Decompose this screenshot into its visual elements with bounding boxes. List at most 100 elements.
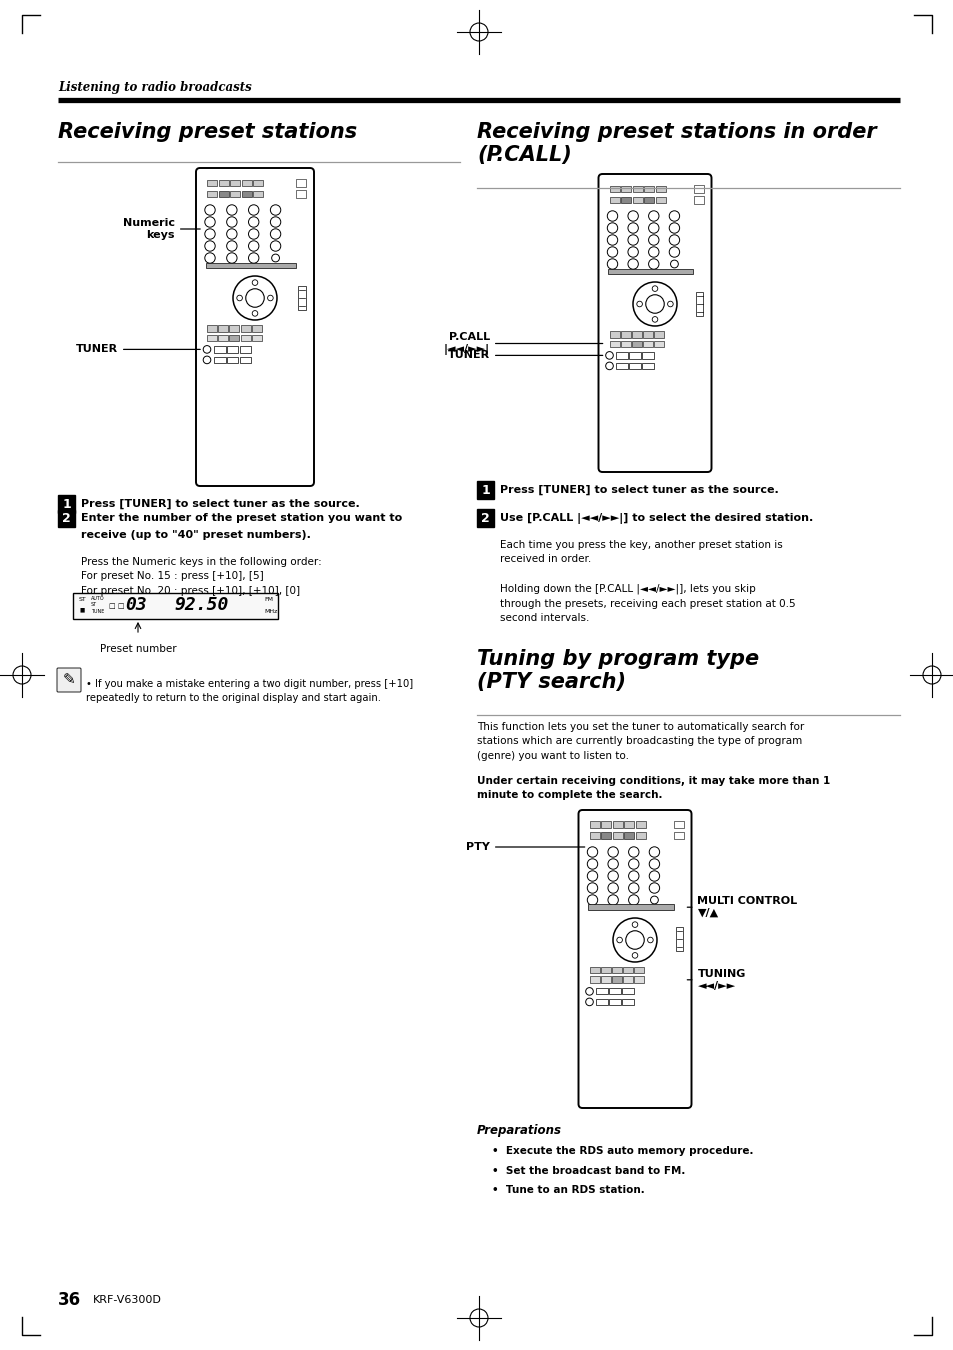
Bar [253, 180, 263, 186]
Circle shape [270, 240, 280, 251]
Text: AUTO: AUTO [91, 595, 105, 601]
Bar [622, 976, 633, 983]
Bar [252, 335, 261, 342]
Bar [230, 190, 240, 197]
Circle shape [650, 896, 658, 905]
Bar [632, 197, 641, 202]
Bar [642, 331, 653, 338]
Circle shape [649, 883, 659, 894]
Bar [673, 821, 682, 829]
Text: TUNING
◄◄/►►: TUNING ◄◄/►► [686, 969, 745, 991]
Bar [207, 180, 216, 186]
Bar [631, 340, 641, 347]
Text: P.CALL
|◄◄/►►|: P.CALL |◄◄/►►| [443, 332, 602, 355]
Circle shape [248, 205, 258, 215]
Bar [612, 833, 622, 838]
Bar [635, 833, 645, 838]
Bar [609, 340, 618, 347]
Text: Press the Numeric keys in the following order:
For preset No. 15 : press [+10], : Press the Numeric keys in the following … [81, 558, 321, 595]
Circle shape [627, 235, 638, 246]
Circle shape [205, 217, 215, 227]
Bar [241, 180, 252, 186]
Bar [207, 325, 216, 332]
Text: •  Tune to an RDS station.: • Tune to an RDS station. [492, 1185, 644, 1195]
Circle shape [645, 294, 663, 313]
Bar [616, 352, 627, 359]
Circle shape [246, 289, 264, 308]
Circle shape [227, 228, 236, 239]
Text: TUNE: TUNE [91, 609, 104, 614]
Bar [611, 976, 621, 983]
Circle shape [652, 317, 658, 323]
Circle shape [648, 259, 659, 269]
Text: Enter the number of the preset station you want to: Enter the number of the preset station y… [81, 513, 402, 524]
Circle shape [236, 296, 242, 301]
Circle shape [628, 846, 639, 857]
Circle shape [667, 301, 673, 306]
Text: 1: 1 [62, 498, 71, 510]
FancyBboxPatch shape [57, 668, 81, 693]
Bar [218, 325, 228, 332]
Circle shape [627, 247, 638, 258]
Bar [622, 967, 633, 973]
Circle shape [607, 211, 617, 221]
Text: This function lets you set the tuner to automatically search for
stations which : This function lets you set the tuner to … [476, 722, 803, 761]
Bar [58, 495, 75, 513]
Bar [609, 331, 618, 338]
Text: ST: ST [91, 602, 97, 608]
Circle shape [652, 286, 658, 292]
Circle shape [668, 235, 679, 246]
Circle shape [248, 252, 258, 263]
Bar [227, 347, 238, 352]
Circle shape [627, 211, 638, 221]
Text: 36: 36 [58, 1291, 81, 1310]
Circle shape [607, 859, 618, 869]
Bar [622, 999, 634, 1004]
Text: Press [TUNER] to select tuner as the source.: Press [TUNER] to select tuner as the sou… [499, 485, 778, 495]
Circle shape [632, 953, 638, 958]
Circle shape [227, 240, 236, 251]
Circle shape [632, 922, 638, 927]
Circle shape [613, 918, 657, 963]
Circle shape [648, 223, 659, 234]
Bar [620, 197, 630, 202]
Circle shape [227, 217, 236, 227]
Circle shape [607, 259, 617, 269]
Bar [632, 185, 641, 192]
Bar [600, 976, 610, 983]
Circle shape [270, 205, 280, 215]
Bar [693, 196, 702, 204]
Circle shape [587, 871, 598, 882]
Text: Receiving preset stations in order
(P.CALL): Receiving preset stations in order (P.CA… [476, 122, 876, 165]
Circle shape [627, 259, 638, 269]
Circle shape [637, 301, 641, 306]
Bar [623, 822, 634, 828]
Text: 2: 2 [62, 512, 71, 525]
Circle shape [668, 223, 679, 234]
Circle shape [668, 247, 679, 258]
Circle shape [607, 883, 618, 894]
Text: Holding down the [P.CALL |◄◄/►►|], lets you skip
through the presets, receiving : Holding down the [P.CALL |◄◄/►►|], lets … [499, 585, 795, 624]
Text: 92.50: 92.50 [174, 595, 229, 614]
Bar [655, 185, 665, 192]
Circle shape [649, 846, 659, 857]
Text: KRF-V6300D: KRF-V6300D [92, 1295, 162, 1305]
Bar [241, 190, 252, 197]
Bar [596, 999, 607, 1004]
Bar [643, 185, 654, 192]
Bar [298, 285, 306, 309]
Circle shape [627, 223, 638, 234]
Circle shape [670, 261, 678, 267]
Bar [600, 822, 610, 828]
Bar [58, 510, 75, 528]
Bar [634, 967, 643, 973]
Circle shape [668, 211, 679, 221]
Bar [227, 356, 238, 363]
Circle shape [270, 228, 280, 239]
Bar [207, 190, 216, 197]
Bar [73, 593, 277, 620]
Circle shape [648, 211, 659, 221]
Circle shape [648, 235, 659, 246]
Text: Each time you press the key, another preset station is
received in order.: Each time you press the key, another pre… [499, 540, 781, 564]
Bar [252, 325, 261, 332]
